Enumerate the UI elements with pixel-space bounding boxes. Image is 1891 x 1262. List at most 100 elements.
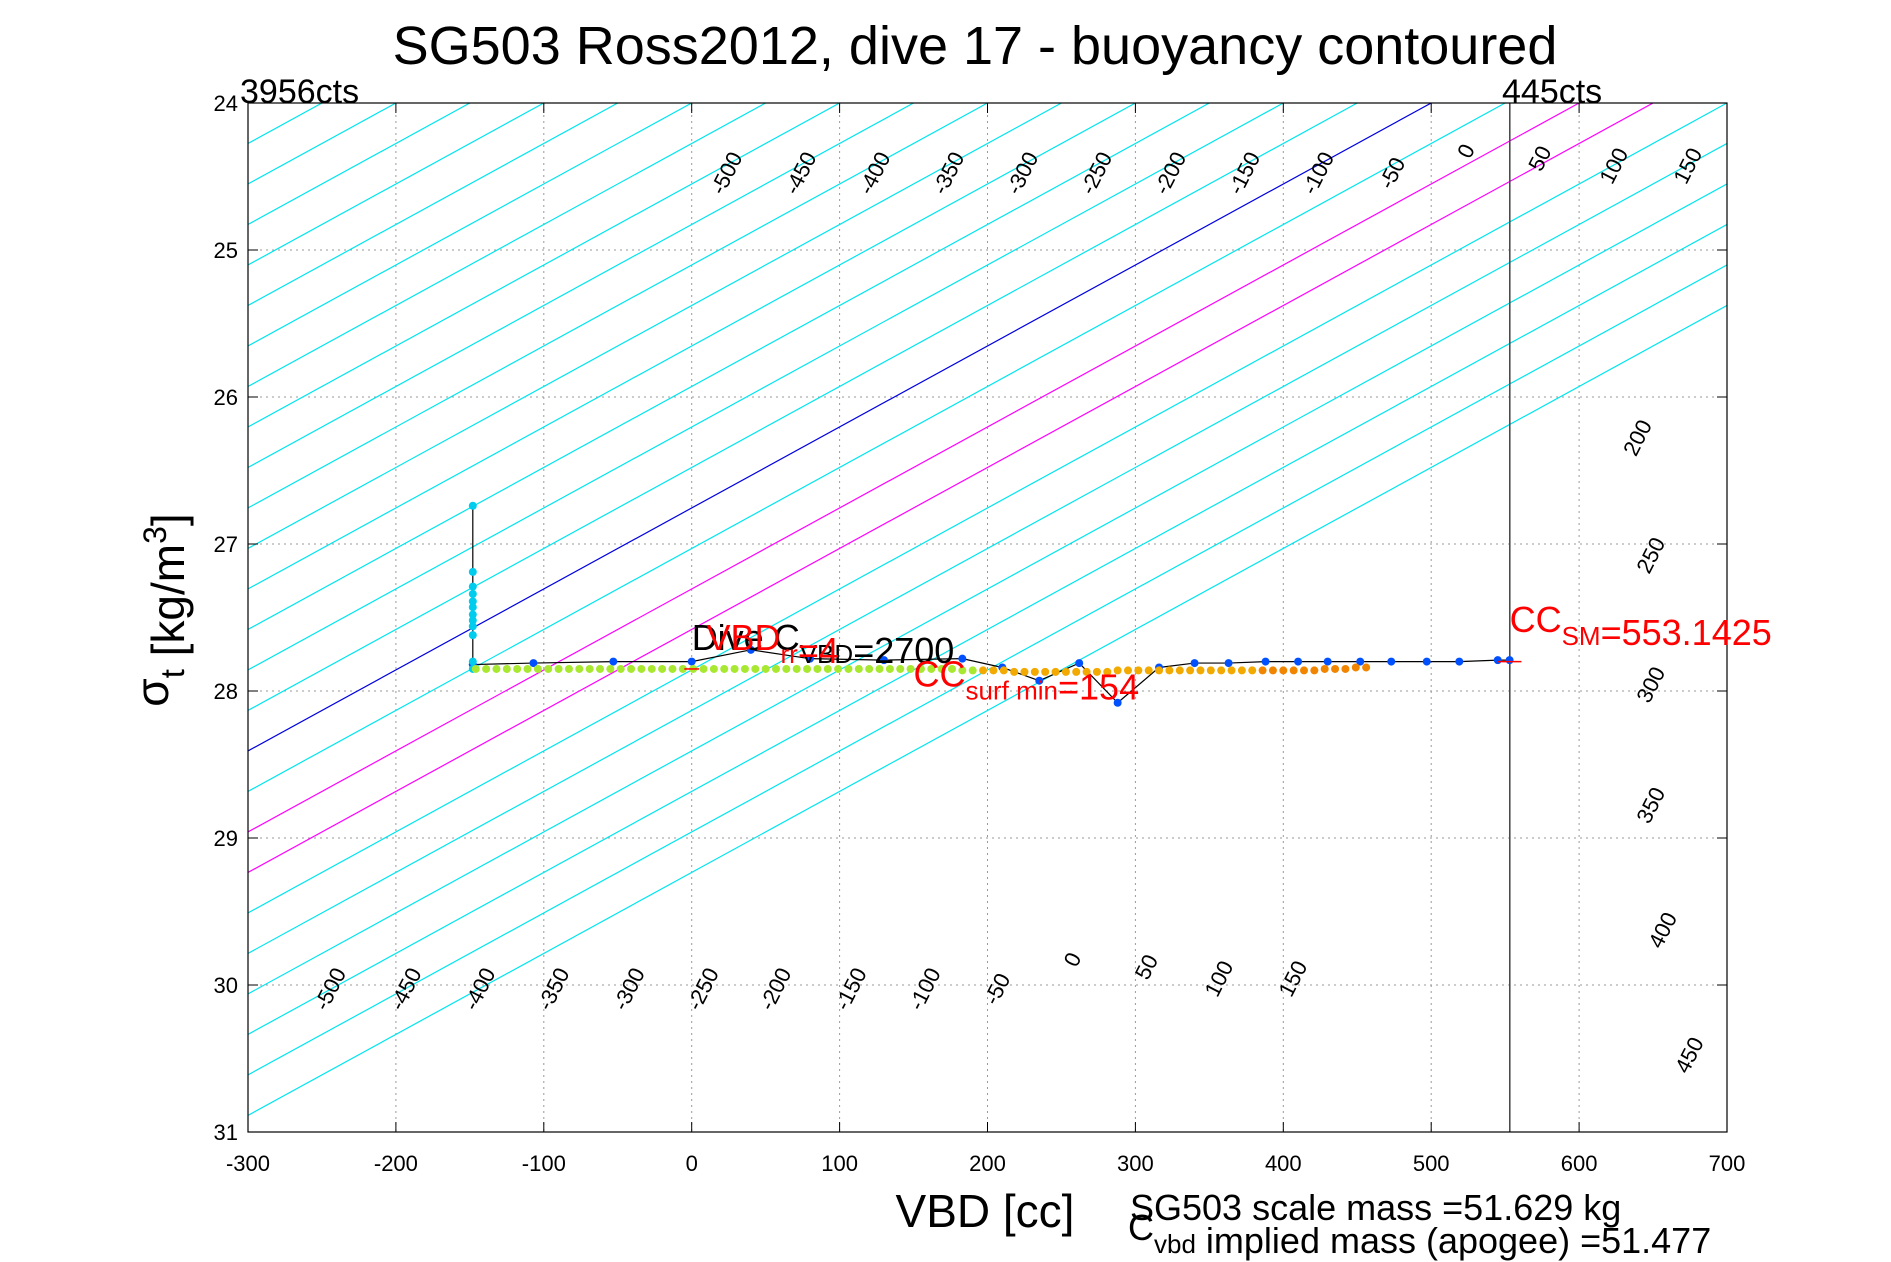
chart-title: SG503 Ross2012, dive 17 - buoyancy conto…	[393, 16, 1558, 76]
data-point	[1289, 666, 1298, 675]
data-point	[1030, 667, 1039, 676]
data-point	[468, 603, 477, 612]
data-point	[746, 645, 755, 654]
data-point	[1323, 657, 1332, 666]
data-point	[1124, 666, 1133, 675]
data-point	[761, 664, 770, 673]
contour-line	[248, 183, 1727, 995]
y-tick-label: 25	[214, 238, 238, 263]
contour-line	[248, 103, 1358, 712]
data-point	[699, 664, 708, 673]
x-tick-label: 200	[969, 1151, 1006, 1176]
contour-line	[248, 103, 692, 347]
contour-line	[248, 304, 1727, 1117]
text-part: σ	[126, 678, 178, 706]
data-point	[616, 664, 625, 673]
data-point	[958, 654, 967, 663]
data-point	[806, 654, 815, 663]
data-point	[468, 589, 477, 598]
data-point	[854, 664, 863, 673]
x-tick-label: 600	[1561, 1151, 1598, 1176]
data-point	[468, 501, 477, 510]
data-point	[1082, 667, 1091, 676]
data-point	[637, 664, 646, 673]
data-point	[1190, 659, 1199, 668]
data-point	[927, 664, 936, 673]
series-4	[979, 666, 1257, 676]
annotation-cc-sm: CCSM=553.1425	[1510, 599, 1772, 653]
data-point	[834, 664, 843, 673]
data-point	[468, 657, 477, 666]
annotation-cc-surf-min: CCsurf min=154	[914, 654, 1140, 708]
text-part: CC	[914, 654, 966, 695]
contour-line	[248, 264, 1727, 1076]
series-5	[1258, 663, 1371, 675]
subscript: t	[154, 669, 191, 678]
text-part: ]	[142, 513, 194, 526]
y-tick-label: 27	[214, 532, 238, 557]
data-point	[1144, 666, 1153, 675]
superscript: 3	[137, 526, 173, 544]
data-point	[1113, 666, 1122, 675]
data-point	[596, 664, 605, 673]
data-point	[979, 666, 988, 675]
data-point	[1196, 666, 1205, 675]
data-point	[1258, 666, 1267, 675]
data-point	[813, 664, 822, 673]
data-point	[523, 664, 532, 673]
x-tick-label: -300	[226, 1151, 270, 1176]
contour-line	[248, 103, 766, 388]
data-point	[1092, 667, 1101, 676]
data-point	[720, 664, 729, 673]
data-point	[585, 664, 594, 673]
data-point	[609, 657, 618, 666]
data-point	[751, 664, 760, 673]
data-point	[792, 664, 801, 673]
data-point	[544, 664, 553, 673]
data-point	[823, 664, 832, 673]
y-tick-label: 24	[214, 91, 238, 116]
contour-line	[248, 103, 1727, 914]
data-point	[482, 664, 491, 673]
x-tick-label: -100	[522, 1151, 566, 1176]
text-part: VBD	[706, 617, 780, 658]
contour-line	[248, 103, 1654, 874]
data-point	[1279, 666, 1288, 675]
data-point	[1155, 666, 1164, 675]
data-point	[1175, 666, 1184, 675]
data-point	[529, 659, 538, 668]
data-point	[606, 664, 615, 673]
contour-line	[248, 142, 1727, 955]
data-point	[468, 597, 477, 606]
data-point	[879, 656, 888, 665]
data-point	[564, 664, 573, 673]
data-point	[1331, 664, 1340, 673]
contour-line	[248, 103, 1506, 793]
data-point	[468, 582, 477, 591]
data-point	[1248, 666, 1257, 675]
y-tick-label: 31	[214, 1120, 238, 1145]
data-point	[468, 567, 477, 576]
text-part: [kg/m	[142, 544, 194, 669]
subscript: SM	[1562, 621, 1601, 651]
y-tick-label: 28	[214, 679, 238, 704]
data-point	[1505, 656, 1514, 665]
data-point	[875, 664, 884, 673]
data-point	[1300, 666, 1309, 675]
data-point	[772, 664, 781, 673]
count-label-left: 3956cts	[240, 73, 359, 111]
text-part: =2700	[853, 630, 954, 671]
data-point	[1206, 666, 1215, 675]
y-axis-label: σt [kg/m3]	[126, 513, 194, 706]
contour-line	[248, 103, 1062, 550]
data-point	[554, 664, 563, 673]
data-point	[468, 610, 477, 619]
data-point	[575, 664, 584, 673]
data-point	[709, 664, 718, 673]
data-point	[1186, 666, 1195, 675]
data-point	[885, 664, 894, 673]
text-part: C	[1128, 1207, 1154, 1248]
text-part: =154	[1058, 667, 1139, 708]
data-point	[1051, 667, 1060, 676]
